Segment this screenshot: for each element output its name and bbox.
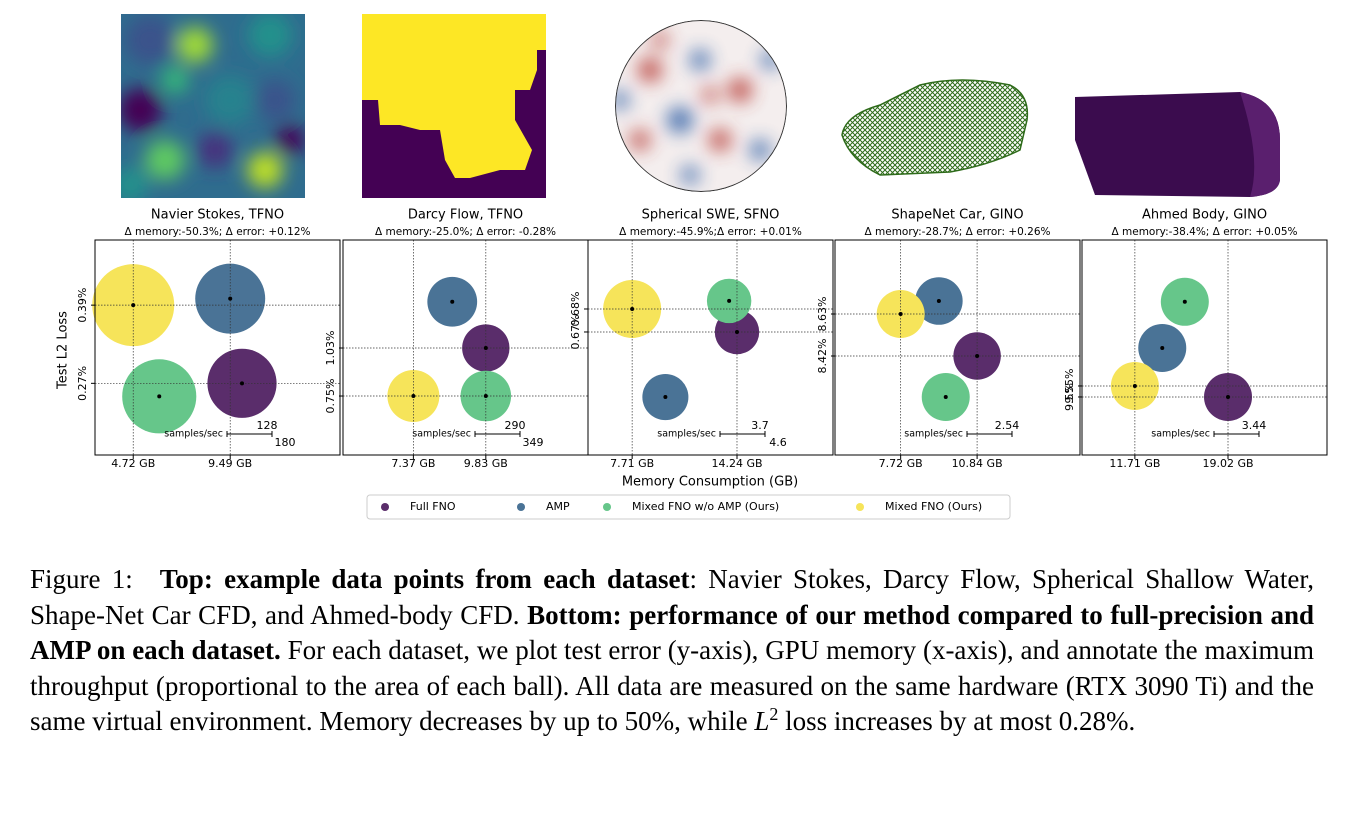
- throughput-label: samples/sec: [1151, 429, 1210, 440]
- caption-superscript: 2: [769, 704, 779, 724]
- legend-label: Mixed FNO (Ours): [885, 500, 982, 513]
- throughput-label: samples/sec: [657, 429, 716, 440]
- chart-area: Memory Consumption (GB) Test L2 Loss Nav…: [56, 14, 1328, 520]
- panel-title: Navier Stokes, TFNO: [151, 208, 284, 223]
- plot-frame: [587, 239, 834, 456]
- x-tick-label: 7.71 GB: [610, 457, 654, 470]
- bubble-center: [483, 394, 488, 399]
- bubble-center: [936, 299, 941, 303]
- bubble-center: [975, 354, 980, 358]
- legend-marker: [517, 503, 525, 511]
- bubble-center: [483, 346, 488, 351]
- y-tick-label: 0.68%: [569, 292, 582, 327]
- throughput-value: 3.7: [751, 419, 769, 432]
- y-axis-label: Test L2 Loss: [56, 311, 71, 390]
- y-tick-label: 0.75%: [324, 379, 337, 414]
- bubble-center: [1182, 299, 1187, 304]
- panel-subtitle: Δ memory:-50.3%; Δ error: +0.12%: [125, 226, 311, 238]
- x-tick-label: 14.24 GB: [711, 457, 762, 470]
- panel-title: Spherical SWE, SFNO: [642, 208, 780, 223]
- spherical-swe-image: [615, 20, 787, 192]
- throughput-value: 349: [523, 436, 544, 449]
- throughput-label: samples/sec: [904, 429, 963, 440]
- legend-box: [366, 494, 1011, 520]
- legend-label: Mixed FNO w/o AMP (Ours): [632, 500, 779, 513]
- caption-text: : Navier Stokes, Darcy Flow, Spherical S…: [30, 564, 1314, 630]
- throughput-value: 290: [505, 419, 526, 432]
- panel-subtitle: Δ memory:-25.0%; Δ error: -0.28%: [375, 226, 556, 238]
- bubble-center: [157, 394, 162, 399]
- panel-subtitle: Δ memory:-38.4%; Δ error: +0.05%: [1112, 226, 1298, 238]
- caption-text: loss increases by at most 0.28%.: [778, 706, 1136, 736]
- y-tick-label: 0.67%: [569, 315, 582, 350]
- y-tick-label: 8.42%: [816, 339, 829, 374]
- x-tick-label: 9.83 GB: [464, 457, 508, 470]
- throughput-value: 2.54: [995, 419, 1020, 432]
- bubble-center: [240, 381, 244, 386]
- panel-subtitle: Δ memory:-45.9%;Δ error: +0.01%: [619, 226, 802, 238]
- bubble-center: [1160, 345, 1165, 350]
- ahmed-body-image: [1075, 92, 1280, 197]
- x-tick-label: 10.84 GB: [952, 457, 1003, 470]
- bubble-center: [1132, 383, 1137, 388]
- panel-subtitle: Δ memory:-28.7%; Δ error: +0.26%: [865, 226, 1051, 238]
- caption-text: For each dataset, we plot test error (y-…: [30, 635, 1314, 736]
- caption-text: Bottom: performance of our method compar…: [30, 599, 1314, 666]
- y-tick-label: 0.27%: [76, 366, 89, 401]
- bubble-center: [630, 306, 635, 311]
- y-tick-label: 0.39%: [76, 288, 89, 323]
- panel-title: Ahmed Body, GINO: [1142, 208, 1267, 223]
- caption-text: Top: example data points from each datas…: [159, 564, 690, 594]
- bubble-center: [898, 312, 903, 316]
- bubble-center: [663, 395, 668, 400]
- plot-frame: [94, 239, 341, 456]
- bubble-center: [734, 329, 739, 334]
- x-tick-label: 4.72 GB: [111, 457, 155, 470]
- throughput-value: 180: [275, 436, 296, 449]
- bubble-center: [131, 303, 136, 308]
- panel-title: ShapeNet Car, GINO: [891, 208, 1023, 223]
- throughput-value: 4.6: [769, 436, 787, 449]
- legend-marker: [381, 503, 389, 511]
- caption-text: L: [754, 706, 770, 736]
- y-tick-label: 8.63%: [816, 297, 829, 332]
- x-tick-label: 11.71 GB: [1109, 457, 1160, 470]
- throughput-value: 3.44: [1242, 419, 1267, 432]
- throughput-label: samples/sec: [412, 429, 471, 440]
- x-tick-label: 7.72 GB: [879, 457, 923, 470]
- bubble-center: [1226, 394, 1231, 399]
- darcy-flow-image: [362, 14, 546, 198]
- caption-label: Figure 1:: [30, 564, 133, 594]
- navier-stokes-image: [121, 14, 305, 198]
- bubble-center: [411, 394, 416, 399]
- y-tick-label: 9.5%: [1063, 383, 1076, 411]
- x-axis-label: Memory Consumption (GB): [622, 475, 798, 490]
- x-tick-label: 19.02 GB: [1202, 457, 1253, 470]
- throughput-label: samples/sec: [164, 429, 223, 440]
- bubble-center: [727, 298, 732, 303]
- y-tick-label: 1.03%: [324, 331, 337, 366]
- legend-label: Full FNO: [410, 500, 456, 513]
- bubble-center: [450, 299, 455, 304]
- legend-label: AMP: [546, 500, 570, 513]
- throughput-value: 128: [257, 419, 278, 432]
- legend-marker: [603, 503, 611, 511]
- legend-marker: [856, 503, 864, 511]
- panel-title: Darcy Flow, TFNO: [408, 208, 523, 223]
- x-tick-label: 9.49 GB: [208, 457, 252, 470]
- bubble-center: [228, 296, 233, 301]
- shapenet-car-image: [841, 79, 1029, 176]
- caption: Figure 1: Top: example data points from …: [30, 562, 1314, 740]
- plot-frame: [1081, 239, 1328, 456]
- x-tick-label: 7.37 GB: [391, 457, 435, 470]
- bubble-center: [943, 395, 948, 399]
- y-tick-label: 9.55%: [1063, 368, 1076, 403]
- plot-frame: [834, 239, 1081, 456]
